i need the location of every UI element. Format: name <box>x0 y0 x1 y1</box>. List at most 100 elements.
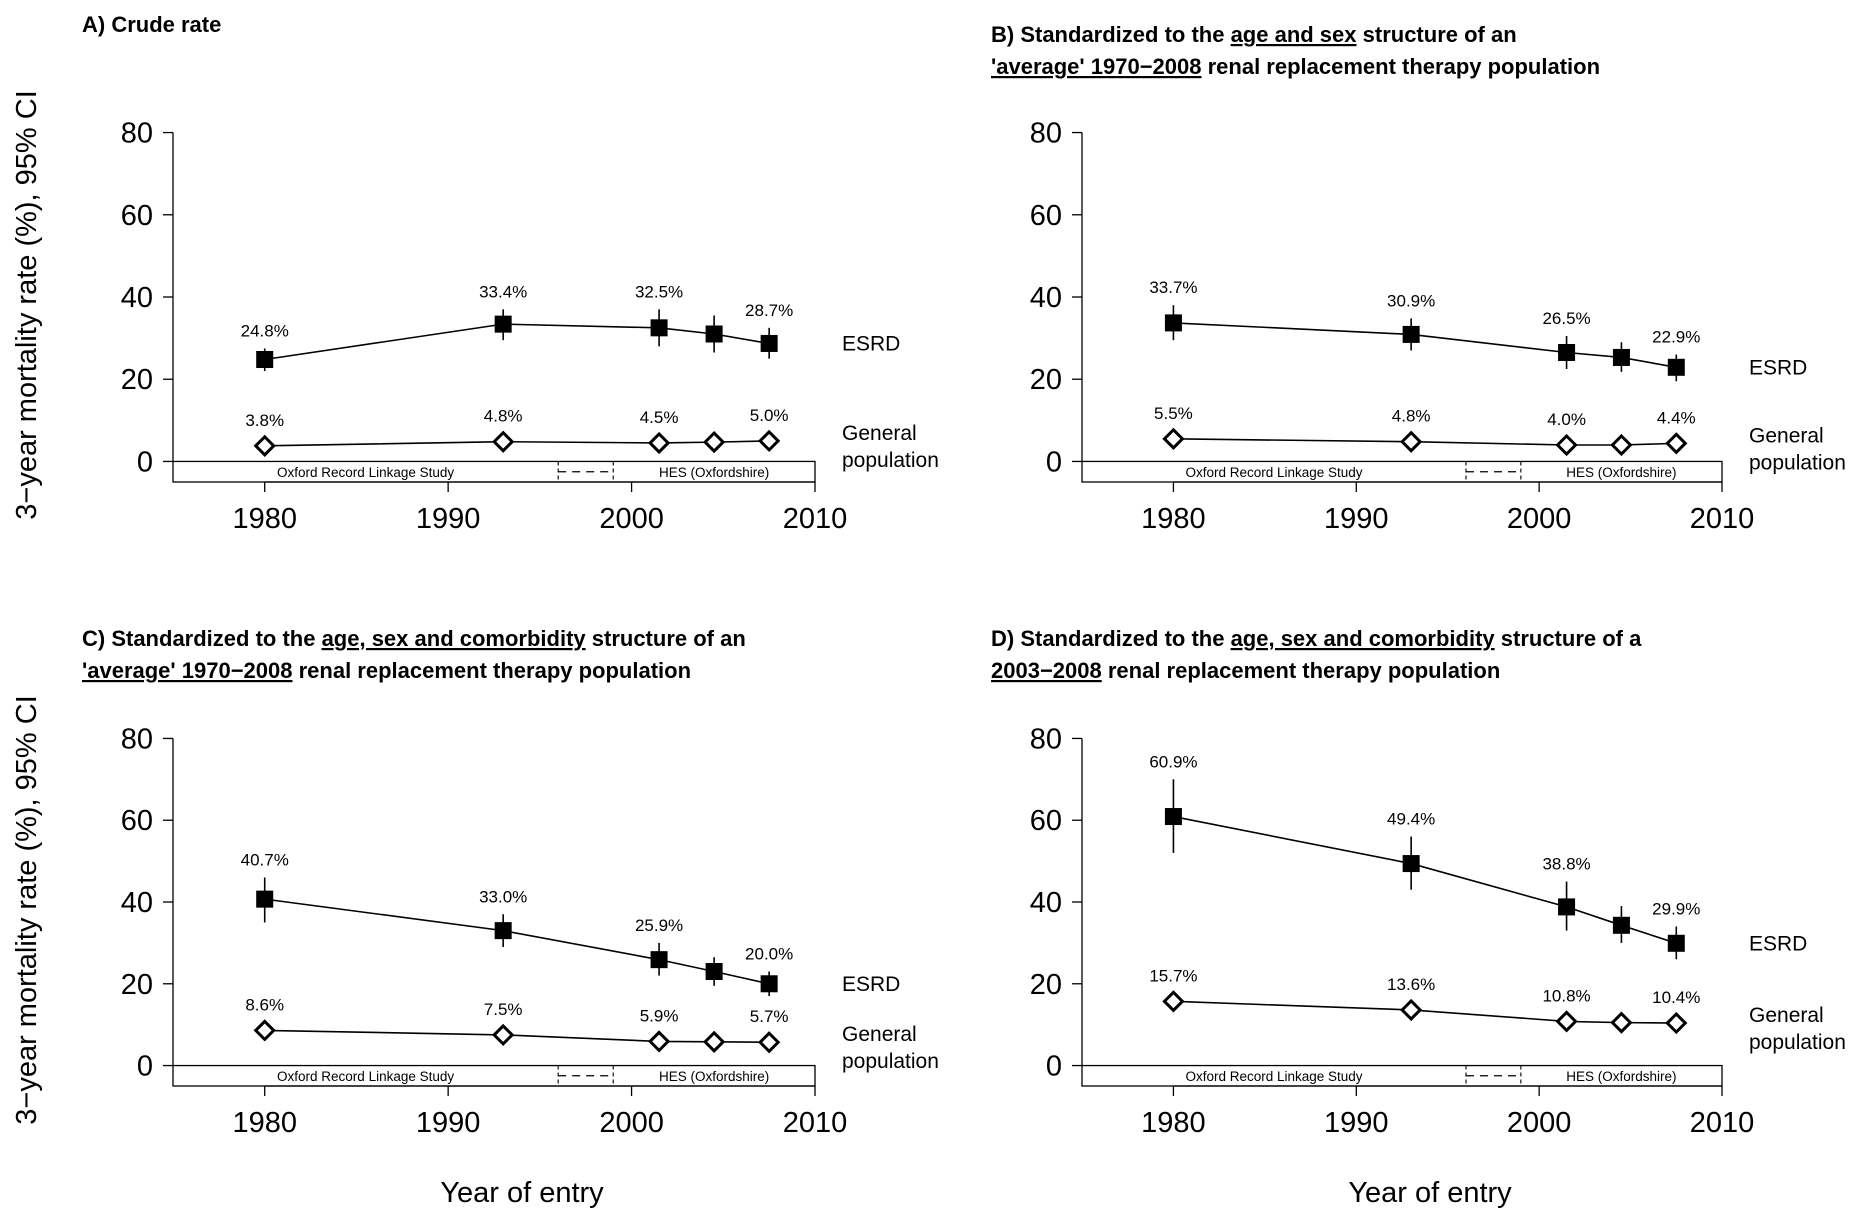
y-tick-label: 60 <box>1030 805 1062 837</box>
panel-a: A) Crude rate 0 20 40 60 80 Oxford Record Link… <box>11 12 939 535</box>
y-tick-label: 20 <box>1030 364 1062 396</box>
data-point-diamond <box>1400 430 1423 453</box>
data-point-diamond <box>253 434 276 457</box>
series-name-label: ESRD <box>842 973 900 996</box>
series-line <box>264 323 770 361</box>
data-label: 26.5% <box>1542 309 1590 328</box>
data-point-square <box>650 951 668 969</box>
x-axis-title: Year of entry <box>440 1177 604 1209</box>
x-tick-label: 1980 <box>232 1107 297 1139</box>
series-name-label: General population <box>1749 424 1846 474</box>
y-tick-label: 0 <box>1046 446 1062 478</box>
series-general-population: 3.8% 4.8% 4.5% 5.0% General population <box>245 406 939 472</box>
series-general-population: 5.5% 4.8% 4.0% 4.4% General population <box>1154 404 1846 475</box>
data-label: 7.5% <box>484 1000 523 1019</box>
data-label: 5.7% <box>750 1007 789 1026</box>
x-tick-label: 2000 <box>599 503 664 535</box>
data-label: 28.7% <box>745 301 793 320</box>
x-tick-label: 1990 <box>1324 503 1389 535</box>
chart-title-segment: 2003−2008 <box>991 658 1102 683</box>
chart-title-segment: B) Standardized to the <box>991 22 1231 47</box>
data-point-diamond <box>1665 1011 1688 1035</box>
y-tick-label: 20 <box>121 969 153 1001</box>
chart-title-line: A) Crude rate <box>82 12 221 37</box>
data-point-diamond <box>647 1030 671 1053</box>
chart-title-segment: age and sex <box>1231 22 1358 47</box>
data-point-diamond <box>1555 433 1578 457</box>
source-band-label: Oxford Record Linkage Study <box>277 1069 454 1084</box>
chart-title-line: B) Standardized to the age and sex struc… <box>991 22 1517 47</box>
data-label: 20.0% <box>745 945 793 964</box>
series-name-label: ESRD <box>1749 356 1807 379</box>
series-general-population: 8.6% 7.5% 5.9% 5.7% General population <box>245 995 939 1073</box>
data-point-square <box>650 319 668 337</box>
chart-title-segment: A) Crude rate <box>82 12 221 37</box>
chart-title-segment: structure of an <box>1357 22 1517 47</box>
y-tick-label: 60 <box>1030 200 1062 232</box>
y-axis-title: 3−year mortality rate (%), 95% CI <box>11 90 43 520</box>
series-esrd: 24.8% 33.4% 32.5% 28.7% ESRD <box>241 282 900 371</box>
series-name-line: General <box>842 422 917 445</box>
y-tick-label: 20 <box>121 364 153 396</box>
data-label: 33.4% <box>479 282 527 301</box>
series-name-label: General population <box>842 1023 939 1073</box>
data-point-diamond <box>1610 1011 1633 1034</box>
series-line <box>264 440 770 447</box>
y-tick-label: 40 <box>121 887 153 919</box>
data-point-diamond <box>647 431 671 455</box>
data-point-square <box>494 315 512 333</box>
source-band-label: HES (Oxfordshire) <box>659 465 769 480</box>
panel-c: C) Standardized to the age, sex and como… <box>11 626 939 1209</box>
data-point-diamond <box>758 429 781 453</box>
y-tick-label: 80 <box>1030 723 1062 755</box>
data-label: 10.8% <box>1542 986 1590 1005</box>
source-band-label: HES (Oxfordshire) <box>659 1069 769 1084</box>
series-line <box>264 1029 770 1044</box>
data-point-square <box>760 334 778 352</box>
y-tick-label: 40 <box>1030 887 1062 919</box>
data-point-diamond <box>253 1019 276 1042</box>
data-point-square <box>256 350 274 368</box>
data-label: 3.8% <box>245 411 284 430</box>
source-band-label: HES (Oxfordshire) <box>1566 465 1676 480</box>
data-point-square <box>1402 855 1420 873</box>
data-point-diamond <box>1400 998 1423 1022</box>
data-label: 33.7% <box>1149 278 1197 297</box>
series-name-label: General population <box>842 422 939 472</box>
y-tick-label: 0 <box>1046 1051 1062 1083</box>
x-tick-label: 2000 <box>1507 503 1572 535</box>
series-name-line: General <box>1749 424 1824 447</box>
x-tick-label: 1980 <box>1141 503 1206 535</box>
chart-title-line: C) Standardized to the age, sex and como… <box>82 626 746 651</box>
data-point-square <box>1164 808 1182 826</box>
series-general-population: 15.7% 13.6% 10.8% 10.4% General population <box>1149 966 1846 1054</box>
data-label: 4.5% <box>640 408 679 427</box>
x-tick-label: 2010 <box>783 1107 848 1139</box>
series-name-label: ESRD <box>1749 932 1807 955</box>
y-tick-label: 80 <box>1030 118 1062 150</box>
series-name-line: population <box>842 449 939 472</box>
panel-d: D) Standardized to the age, sex and como… <box>991 626 1846 1209</box>
data-point-diamond <box>1162 990 1185 1013</box>
data-label: 8.6% <box>245 995 284 1014</box>
chart-title-segment: structure of a <box>1495 626 1642 651</box>
series-line <box>1173 438 1677 446</box>
chart-title-segment: age, sex and comorbidity <box>322 626 587 651</box>
series-line <box>1173 1000 1677 1024</box>
data-point-square <box>1612 348 1630 366</box>
y-tick-label: 60 <box>121 805 153 837</box>
y-axis-title: 3−year mortality rate (%), 95% CI <box>11 695 43 1125</box>
y-tick-label: 80 <box>121 118 153 150</box>
data-label: 5.5% <box>1154 404 1193 423</box>
data-point-square <box>1667 358 1685 376</box>
series-esrd: 33.7% 30.9% 26.5% 22.9% ESRD <box>1149 278 1807 382</box>
data-label: 5.0% <box>750 406 789 425</box>
series-name-line: General <box>842 1023 917 1046</box>
data-label: 32.5% <box>635 282 683 301</box>
x-tick-label: 1980 <box>1141 1107 1206 1139</box>
data-point-square <box>1402 325 1420 343</box>
y-tick-label: 40 <box>121 282 153 314</box>
y-tick-label: 80 <box>121 723 153 755</box>
data-point-diamond <box>702 431 726 454</box>
